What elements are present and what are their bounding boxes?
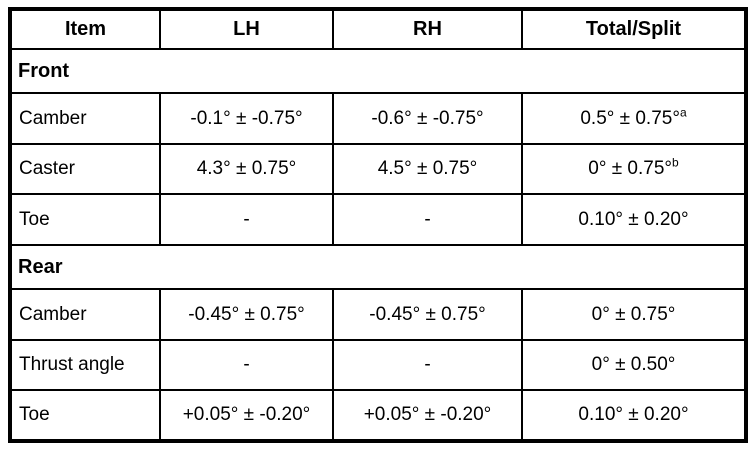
row-label: Toe bbox=[9, 193, 161, 246]
footnote-marker-b: b bbox=[672, 155, 679, 170]
table-row-front-camber: Camber -0.1° ± -0.75° -0.6° ± -0.75° 0.5… bbox=[9, 92, 747, 145]
rh-value: - bbox=[332, 193, 523, 246]
total-value: 0.5° ± 0.75°a bbox=[521, 92, 747, 145]
rh-value: -0.45° ± 0.75° bbox=[332, 288, 523, 341]
footnote-marker-a: a bbox=[679, 105, 687, 120]
lh-value: 4.3° ± 0.75° bbox=[159, 142, 334, 196]
table-row-rear-thrust-angle: Thrust angle - - 0° ± 0.50° bbox=[9, 338, 747, 392]
header-row: Item LH RH Total/Split bbox=[9, 8, 747, 50]
table-row-rear-camber: Camber -0.45° ± 0.75° -0.45° ± 0.75° 0° … bbox=[9, 288, 747, 341]
lh-value: -0.1° ± -0.75° bbox=[159, 92, 334, 145]
table-row-front-caster: Caster 4.3° ± 0.75° 4.5° ± 0.75° 0° ± 0.… bbox=[9, 142, 747, 196]
total-text: 0.10° ± 0.20° bbox=[578, 208, 689, 230]
rh-value: -0.6° ± -0.75° bbox=[332, 92, 523, 145]
total-text: 0° ± 0.75° bbox=[591, 303, 676, 325]
rh-value: - bbox=[332, 338, 523, 392]
section-title: Front bbox=[9, 47, 747, 95]
rh-value: +0.05° ± -0.20° bbox=[332, 389, 523, 442]
col-header-lh: LH bbox=[159, 8, 334, 50]
table-row-rear-toe: Toe +0.05° ± -0.20° +0.05° ± -0.20° 0.10… bbox=[9, 389, 747, 442]
total-text: 0.5° ± 0.75° bbox=[580, 107, 680, 129]
total-value: 0.10° ± 0.20° bbox=[521, 389, 747, 442]
row-label: Camber bbox=[9, 92, 161, 145]
table-row-front-toe: Toe - - 0.10° ± 0.20° bbox=[9, 193, 747, 246]
total-text: 0.10° ± 0.20° bbox=[578, 404, 689, 426]
lh-value: +0.05° ± -0.20° bbox=[159, 389, 334, 442]
total-value: 0° ± 0.50° bbox=[521, 338, 747, 392]
row-label: Caster bbox=[9, 142, 161, 196]
col-header-item: Item bbox=[9, 8, 161, 50]
section-row-front: Front bbox=[9, 47, 747, 95]
total-value: 0.10° ± 0.20° bbox=[521, 193, 747, 246]
row-label: Thrust angle bbox=[9, 338, 161, 392]
col-header-total-split: Total/Split bbox=[521, 8, 747, 50]
total-value: 0° ± 0.75°b bbox=[521, 142, 747, 196]
total-text: 0° ± 0.75° bbox=[588, 158, 673, 180]
lh-value: - bbox=[159, 338, 334, 392]
section-title: Rear bbox=[9, 243, 747, 291]
row-label: Camber bbox=[9, 288, 161, 341]
col-header-rh: RH bbox=[332, 8, 523, 50]
rh-value: 4.5° ± 0.75° bbox=[332, 142, 523, 196]
total-text: 0° ± 0.50° bbox=[591, 354, 676, 376]
lh-value: - bbox=[159, 193, 334, 246]
lh-value: -0.45° ± 0.75° bbox=[159, 288, 334, 341]
alignment-spec-table: Item LH RH Total/Split Front Camber -0.1… bbox=[8, 7, 748, 443]
row-label: Toe bbox=[9, 389, 161, 442]
total-value: 0° ± 0.75° bbox=[521, 288, 747, 341]
section-row-rear: Rear bbox=[9, 243, 747, 291]
